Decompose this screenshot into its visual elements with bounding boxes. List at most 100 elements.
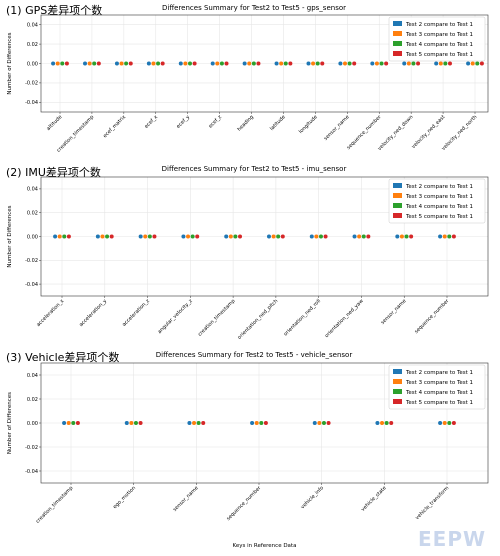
x-tick-label: sequence_number [346,114,384,152]
data-point-series-4 [256,61,261,66]
data-point-series-3 [105,234,110,239]
data-point-series-1 [338,61,343,66]
data-point-series-3 [404,234,409,239]
legend-swatch [393,389,402,394]
data-point-series-4 [263,421,268,425]
data-point-series-2 [100,234,105,239]
section-heading: (1) GPS差异项个数 [6,3,102,17]
y-tick-label: 0.00 [27,61,38,67]
x-tick-label: creation_timestamp [35,485,75,525]
x-tick-label: velocity_ned_down [377,114,415,152]
data-point-series-1 [114,61,119,66]
legend-swatch [393,193,402,198]
data-point-series-1 [124,421,129,425]
data-point-series-4 [288,61,293,66]
watermark-logo: EEPW [418,527,486,551]
legend-box [388,364,486,410]
legend-entry: Test 2 compare to Test 1 [405,22,473,28]
plot-title: Differences Summary for Test2 to Test5 -… [162,165,347,173]
data-point-series-3 [219,61,224,66]
data-point-series-1 [224,234,229,239]
data-point-series-2 [357,234,362,239]
data-point-series-3 [92,61,97,66]
plot-title: Differences Summary for Test2 to Test5 -… [162,4,346,12]
x-tick-label: creation_timestamp [56,114,96,154]
y-tick-label: 0.00 [27,234,38,240]
x-tick-label: altitude [46,114,64,132]
data-point-series-4 [201,421,206,425]
data-point-series-1 [370,61,375,66]
data-point-series-1 [438,234,443,239]
legend: Test 2 compare to Test 1 Test 3 compare t… [388,16,486,62]
data-point-series-2 [406,61,411,66]
data-point-series-2 [66,421,71,425]
data-point-series-4 [389,421,394,425]
data-point-series-2 [442,234,447,239]
legend-swatch [393,21,402,26]
data-point-series-2 [143,234,148,239]
data-point-series-1 [352,234,357,239]
data-point-series-2 [374,61,379,66]
data-point-series-3 [259,421,264,425]
data-point-series-1 [266,234,271,239]
data-point-series-2 [442,421,447,425]
panel-2: (2) IMU差异项个数 Differences Summary for Test… [6,165,489,341]
data-point-series-3 [71,421,76,425]
data-point-series-3 [276,234,281,239]
data-point-series-2 [314,234,319,239]
data-point-series-1 [402,61,407,66]
data-point-series-3 [321,421,326,425]
legend: Test 2 compare to Test 1 Test 3 compare t… [388,364,486,410]
section-heading: (2) IMU差异项个数 [6,165,101,179]
data-point-series-1 [309,234,314,239]
panel-3: (3) Vehicle差异项个数 Differences Summary for … [6,350,489,549]
plot-frame [40,362,489,484]
y-tick-label: 0.02 [27,397,38,403]
data-point-series-4 [109,234,114,239]
data-point-series-1 [181,234,186,239]
data-point-series-3 [196,421,201,425]
data-point-series-1 [146,61,151,66]
data-point-series-4 [384,61,389,66]
data-point-series-4 [320,61,325,66]
data-point-series-1 [466,61,471,66]
data-point-series-4 [152,234,157,239]
data-point-series-1 [178,61,183,66]
data-point-series-4 [138,421,143,425]
data-point-series-4 [416,61,421,66]
legend-entry: Test 4 compare to Test 1 [405,390,473,396]
y-tick-label: 0.02 [27,42,38,48]
data-point-series-2 [55,61,60,66]
x-tick-label: latitude [269,114,287,132]
legend-swatch [393,51,402,56]
data-point-series-4 [280,234,285,239]
data-point-series-1 [242,61,247,66]
legend-swatch [393,213,402,218]
x-tick-label: ecef_matrix [102,114,127,139]
data-point-series-4 [128,61,133,66]
data-point-series-3 [156,61,161,66]
data-point-series-2 [183,61,188,66]
data-point-series-2 [343,61,348,66]
data-point-series-2 [57,234,62,239]
legend-entry: Test 5 compare to Test 1 [405,400,473,406]
legend-swatch [393,399,402,404]
section-heading: (3) Vehicle差异项个数 [6,350,119,364]
data-point-series-1 [395,234,400,239]
x-tick-label: acceleration_x [36,298,66,328]
x-tick-label: creation_timestamp [197,298,237,338]
plot-frame [40,14,489,113]
data-point-series-1 [53,234,58,239]
data-point-series-2 [279,61,284,66]
x-tick-label: sensor_name [172,485,200,513]
data-point-series-2 [87,61,92,66]
y-tick-label: 0.00 [27,421,38,427]
data-point-series-2 [186,234,191,239]
x-tick-label: orientation_ned_pitch [237,298,280,341]
data-point-series-1 [312,421,317,425]
data-point-series-4 [352,61,357,66]
data-point-series-4 [96,61,101,66]
data-point-series-4 [326,421,331,425]
x-tick-label: vehicle_info [300,485,325,510]
y-tick-label: -0.04 [25,100,38,106]
